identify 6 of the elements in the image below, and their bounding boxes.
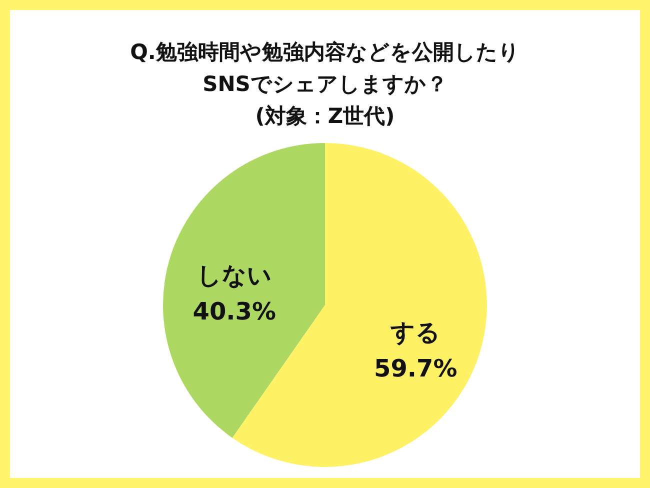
pie-slice xyxy=(163,143,325,438)
data-label: 59.7% xyxy=(374,354,458,383)
slice-label: する xyxy=(390,318,441,347)
data-label: 40.3% xyxy=(192,297,276,326)
chart-title: Q.勉強時間や勉強内容などを公開したり SNSでシェアしますか？ (対象：Z世代) xyxy=(130,40,520,128)
slice-label: しない xyxy=(196,261,272,290)
